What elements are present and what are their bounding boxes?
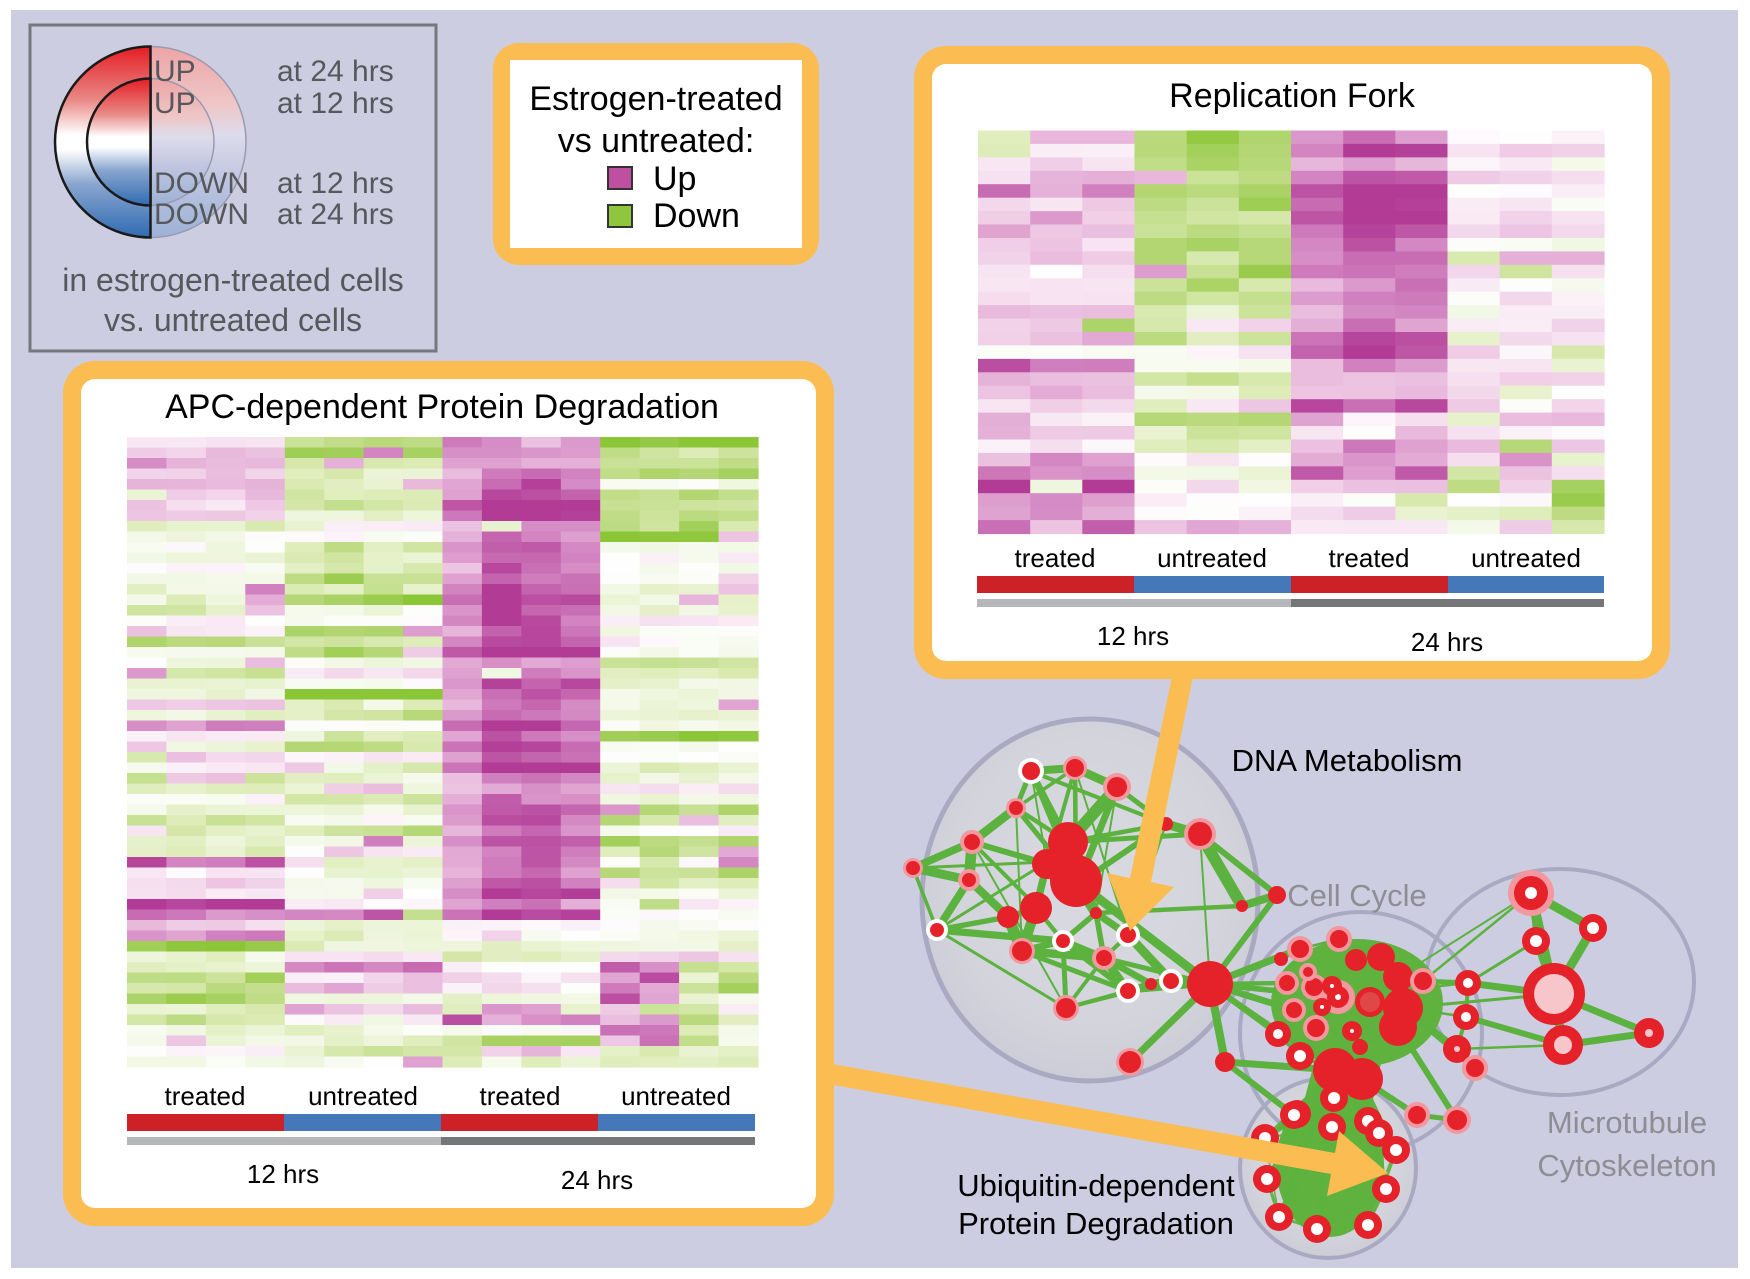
svg-text:DOWN: DOWN — [154, 198, 249, 231]
svg-text:treated: treated — [165, 1081, 246, 1111]
svg-text:vs. untreated cells: vs. untreated cells — [104, 302, 362, 338]
svg-text:Ubiquitin-dependent: Ubiquitin-dependent — [957, 1168, 1235, 1203]
svg-text:untreated: untreated — [621, 1081, 731, 1111]
svg-text:12 hrs: 12 hrs — [247, 1159, 319, 1189]
svg-text:Up: Up — [653, 160, 696, 198]
svg-text:Microtubule: Microtubule — [1547, 1105, 1707, 1140]
svg-text:at 24 hrs: at 24 hrs — [277, 198, 394, 231]
svg-text:Down: Down — [653, 197, 740, 235]
svg-text:UP: UP — [154, 87, 196, 120]
svg-text:Estrogen-treated: Estrogen-treated — [529, 80, 782, 118]
svg-text:untreated: untreated — [1157, 543, 1267, 573]
svg-text:APC-dependent Protein Degradat: APC-dependent Protein Degradation — [165, 388, 719, 426]
svg-text:untreated: untreated — [308, 1081, 418, 1111]
svg-text:24 hrs: 24 hrs — [561, 1165, 633, 1195]
svg-text:at 12 hrs: at 12 hrs — [277, 87, 394, 120]
svg-text:12 hrs: 12 hrs — [1097, 621, 1169, 651]
svg-text:untreated: untreated — [1471, 543, 1581, 573]
svg-text:vs untreated:: vs untreated: — [558, 122, 755, 160]
svg-text:UP: UP — [154, 55, 196, 88]
svg-text:Cytoskeleton: Cytoskeleton — [1537, 1148, 1716, 1183]
svg-text:24 hrs: 24 hrs — [1411, 627, 1483, 657]
svg-text:at 12 hrs: at 12 hrs — [277, 167, 394, 200]
svg-text:Replication Fork: Replication Fork — [1169, 77, 1416, 115]
svg-text:in estrogen-treated cells: in estrogen-treated cells — [62, 262, 404, 298]
svg-text:treated: treated — [480, 1081, 561, 1111]
svg-text:treated: treated — [1015, 543, 1096, 573]
svg-text:Cell Cycle: Cell Cycle — [1287, 878, 1427, 913]
svg-text:DOWN: DOWN — [154, 167, 249, 200]
svg-text:treated: treated — [1329, 543, 1410, 573]
svg-text:Protein Degradation: Protein Degradation — [958, 1206, 1234, 1241]
svg-text:at 24 hrs: at 24 hrs — [277, 55, 394, 88]
svg-text:DNA Metabolism: DNA Metabolism — [1232, 743, 1463, 778]
